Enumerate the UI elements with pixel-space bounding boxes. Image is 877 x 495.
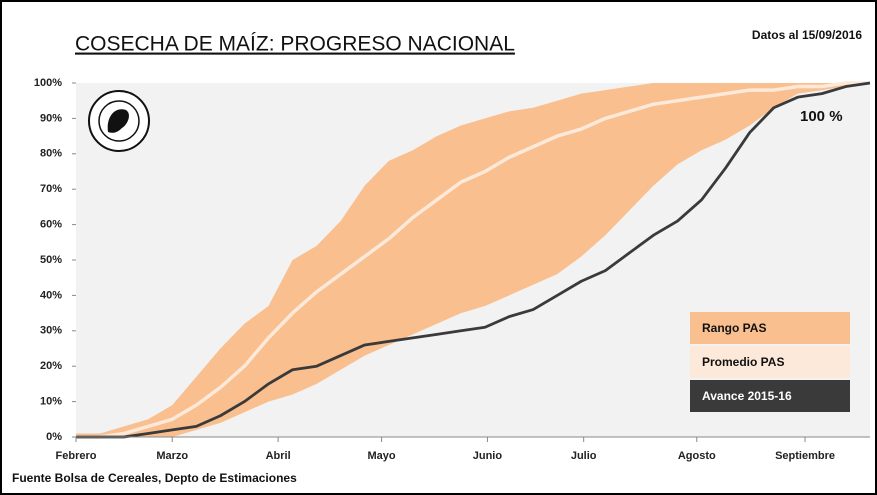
- legend-swatch: [690, 346, 850, 378]
- y-tick-label: 30%: [40, 325, 62, 337]
- legend-label: Promedio PAS: [702, 355, 784, 369]
- x-tick-label: Marzo: [156, 450, 188, 462]
- y-tick-label: 100%: [34, 77, 62, 89]
- legend-swatch: [690, 312, 850, 344]
- x-tick-label: Julio: [571, 450, 597, 462]
- y-tick-label: 20%: [40, 360, 62, 372]
- y-tick-label: 40%: [40, 289, 62, 301]
- series-line: [76, 81, 870, 439]
- y-tick-label: 10%: [40, 396, 62, 408]
- y-tick-label: 50%: [40, 254, 62, 266]
- annotation: 100 %: [800, 108, 843, 125]
- series-line: [76, 81, 871, 439]
- legend-label: Avance 2015-16: [702, 389, 792, 403]
- x-tick-label: Febrero: [56, 450, 97, 462]
- x-tick-label: Abril: [266, 450, 291, 462]
- x-tick-label: Agosto: [678, 450, 716, 462]
- plot: [76, 81, 871, 439]
- x-tick-label: Junio: [473, 450, 503, 462]
- legend-label: Rango PAS: [702, 321, 766, 335]
- y-tick-label: 60%: [40, 219, 62, 231]
- logo-figure: [107, 109, 129, 133]
- x-tick-label: Mayo: [368, 450, 396, 462]
- logo: [88, 90, 150, 152]
- range-band: [76, 83, 870, 437]
- y-tick-label: 0%: [46, 431, 62, 443]
- y-tick-label: 80%: [40, 148, 62, 160]
- y-tick-label: 70%: [40, 183, 62, 195]
- x-tick-label: Septiembre: [775, 450, 835, 462]
- legend-swatch: [690, 380, 850, 412]
- source: Fuente Bolsa de Cereales, Depto de Estim…: [12, 471, 297, 485]
- chart-title: COSECHA DE MAÍZ: PROGRESO NACIONAL: [75, 33, 515, 56]
- subtitle: Datos al 15/09/2016: [752, 28, 862, 42]
- y-tick-label: 90%: [40, 112, 62, 124]
